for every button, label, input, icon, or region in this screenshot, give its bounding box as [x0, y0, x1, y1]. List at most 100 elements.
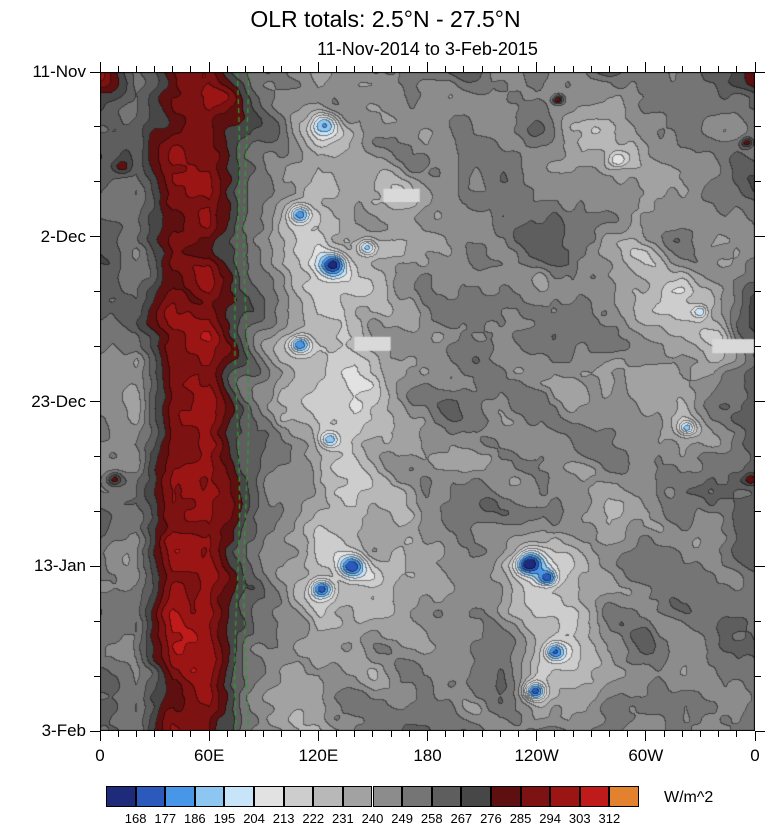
- x-axis-minor-tick: [572, 731, 574, 737]
- y-axis-minor-tick: [755, 291, 761, 293]
- colorbar-cell: [609, 786, 639, 807]
- x-axis-minor-tick: [281, 731, 283, 737]
- y-axis-major-tick: [90, 236, 100, 238]
- colorbar-tick-label: 285: [509, 811, 532, 826]
- colorbar-tick-label: 240: [361, 811, 384, 826]
- colorbar-cell: [254, 786, 284, 807]
- colorbar-tick-label: 222: [302, 811, 325, 826]
- colorbar-cell: [431, 786, 462, 807]
- x-axis-minor-tick: [699, 66, 701, 72]
- colorbar-tick-label: 231: [332, 811, 354, 826]
- x-axis-minor-tick: [627, 66, 629, 72]
- colorbar-tick-label: 276: [480, 811, 502, 826]
- colorbar-cell: [224, 786, 255, 807]
- colorbar-cell: [579, 786, 610, 807]
- x-tick-label: 60E: [194, 746, 225, 765]
- x-axis-minor-tick: [354, 731, 356, 737]
- colorbar-cell: [402, 786, 432, 807]
- x-axis-minor-tick: [663, 66, 665, 72]
- x-axis-minor-tick: [117, 731, 119, 737]
- y-axis-minor-tick: [94, 510, 100, 512]
- x-axis-minor-tick: [445, 66, 447, 72]
- x-axis-minor-tick: [736, 66, 738, 72]
- colorbar-tick-label: 213: [272, 811, 295, 826]
- y-axis-minor-tick: [94, 675, 100, 677]
- colorbar-cell: [490, 786, 521, 807]
- x-axis-minor-tick: [226, 66, 228, 72]
- y-axis-minor-tick: [94, 455, 100, 457]
- x-tick-label: 0: [95, 746, 105, 765]
- x-axis-minor-tick: [135, 731, 137, 737]
- y-tick-label: 2-Dec: [40, 226, 86, 246]
- colorbar-tick-label: 204: [243, 811, 265, 826]
- x-axis-minor-tick: [481, 731, 483, 737]
- colorbar-cell: [372, 786, 403, 807]
- x-axis-minor-tick: [299, 66, 301, 72]
- colorbar-tick-label: 195: [213, 811, 236, 826]
- x-axis-minor-tick: [590, 66, 592, 72]
- y-axis-minor-tick: [755, 675, 761, 677]
- x-axis-minor-tick: [336, 66, 338, 72]
- x-tick-label: 120E: [298, 746, 339, 765]
- x-axis-minor-tick: [499, 731, 501, 737]
- colorbar-tick-label: 249: [391, 811, 413, 826]
- y-axis-major-tick: [90, 565, 100, 567]
- x-axis-major-tick: [536, 731, 538, 741]
- colorbar-cell: [283, 786, 314, 807]
- x-axis-minor-tick: [463, 66, 465, 72]
- colorbar-tick-label: 168: [124, 811, 147, 826]
- x-axis-minor-tick: [263, 731, 265, 737]
- x-axis-major-tick: [208, 62, 210, 72]
- colorbar-tick-label: 258: [420, 811, 443, 826]
- y-axis-major-tick: [90, 401, 100, 402]
- x-tick-label: 60W: [628, 746, 664, 765]
- x-axis-minor-tick: [263, 66, 265, 72]
- x-axis-minor-tick: [354, 66, 356, 72]
- y-tick-label: 11-Nov: [32, 62, 86, 81]
- y-axis-minor-tick: [94, 291, 100, 293]
- x-axis-minor-tick: [608, 731, 610, 737]
- x-axis-major-tick: [99, 731, 101, 741]
- x-tick-label: 180: [413, 746, 442, 765]
- x-axis-major-tick: [645, 731, 647, 741]
- colorbar-tick-label: 294: [539, 811, 561, 826]
- x-axis-minor-tick: [372, 731, 374, 737]
- x-axis-minor-tick: [481, 66, 483, 72]
- x-axis-major-tick: [317, 731, 319, 741]
- x-axis-minor-tick: [445, 731, 447, 737]
- colorbar-cell: [550, 786, 580, 807]
- x-axis-minor-tick: [718, 66, 720, 72]
- x-axis-minor-tick: [681, 66, 683, 72]
- y-axis-major-tick: [755, 236, 765, 238]
- x-axis-minor-tick: [154, 731, 156, 737]
- x-axis-minor-tick: [718, 731, 720, 737]
- chart-title: OLR totals: 2.5°N - 27.5°N: [250, 6, 521, 32]
- x-axis-major-tick: [754, 62, 756, 72]
- x-axis-major-tick: [645, 62, 647, 72]
- x-axis-minor-tick: [572, 66, 574, 72]
- y-tick-label: 13-Jan: [34, 556, 86, 576]
- chart-subtitle: 11-Nov-2014 to 3-Feb-2015: [317, 39, 538, 59]
- x-axis-major-tick: [99, 62, 101, 72]
- x-axis-minor-tick: [627, 731, 629, 737]
- x-axis-minor-tick: [154, 66, 156, 72]
- colorbar-tick-label: 186: [183, 811, 206, 826]
- y-axis-minor-tick: [94, 620, 100, 622]
- x-axis-minor-tick: [554, 66, 556, 72]
- x-axis-minor-tick: [245, 731, 247, 737]
- x-axis-minor-tick: [172, 66, 174, 72]
- x-axis-minor-tick: [681, 731, 683, 737]
- y-axis-major-tick: [90, 71, 100, 73]
- x-axis-minor-tick: [336, 731, 338, 737]
- y-tick-label: 23-Dec: [31, 391, 86, 411]
- x-axis-minor-tick: [172, 731, 174, 737]
- colorbar-units-label: W/m^2: [664, 789, 714, 806]
- x-axis-minor-tick: [245, 66, 247, 72]
- x-axis-minor-tick: [408, 731, 410, 737]
- y-axis-minor-tick: [94, 346, 100, 348]
- y-axis-major-tick: [755, 730, 765, 732]
- x-axis-minor-tick: [463, 731, 465, 737]
- x-axis-minor-tick: [390, 731, 392, 737]
- y-axis-minor-tick: [755, 126, 761, 128]
